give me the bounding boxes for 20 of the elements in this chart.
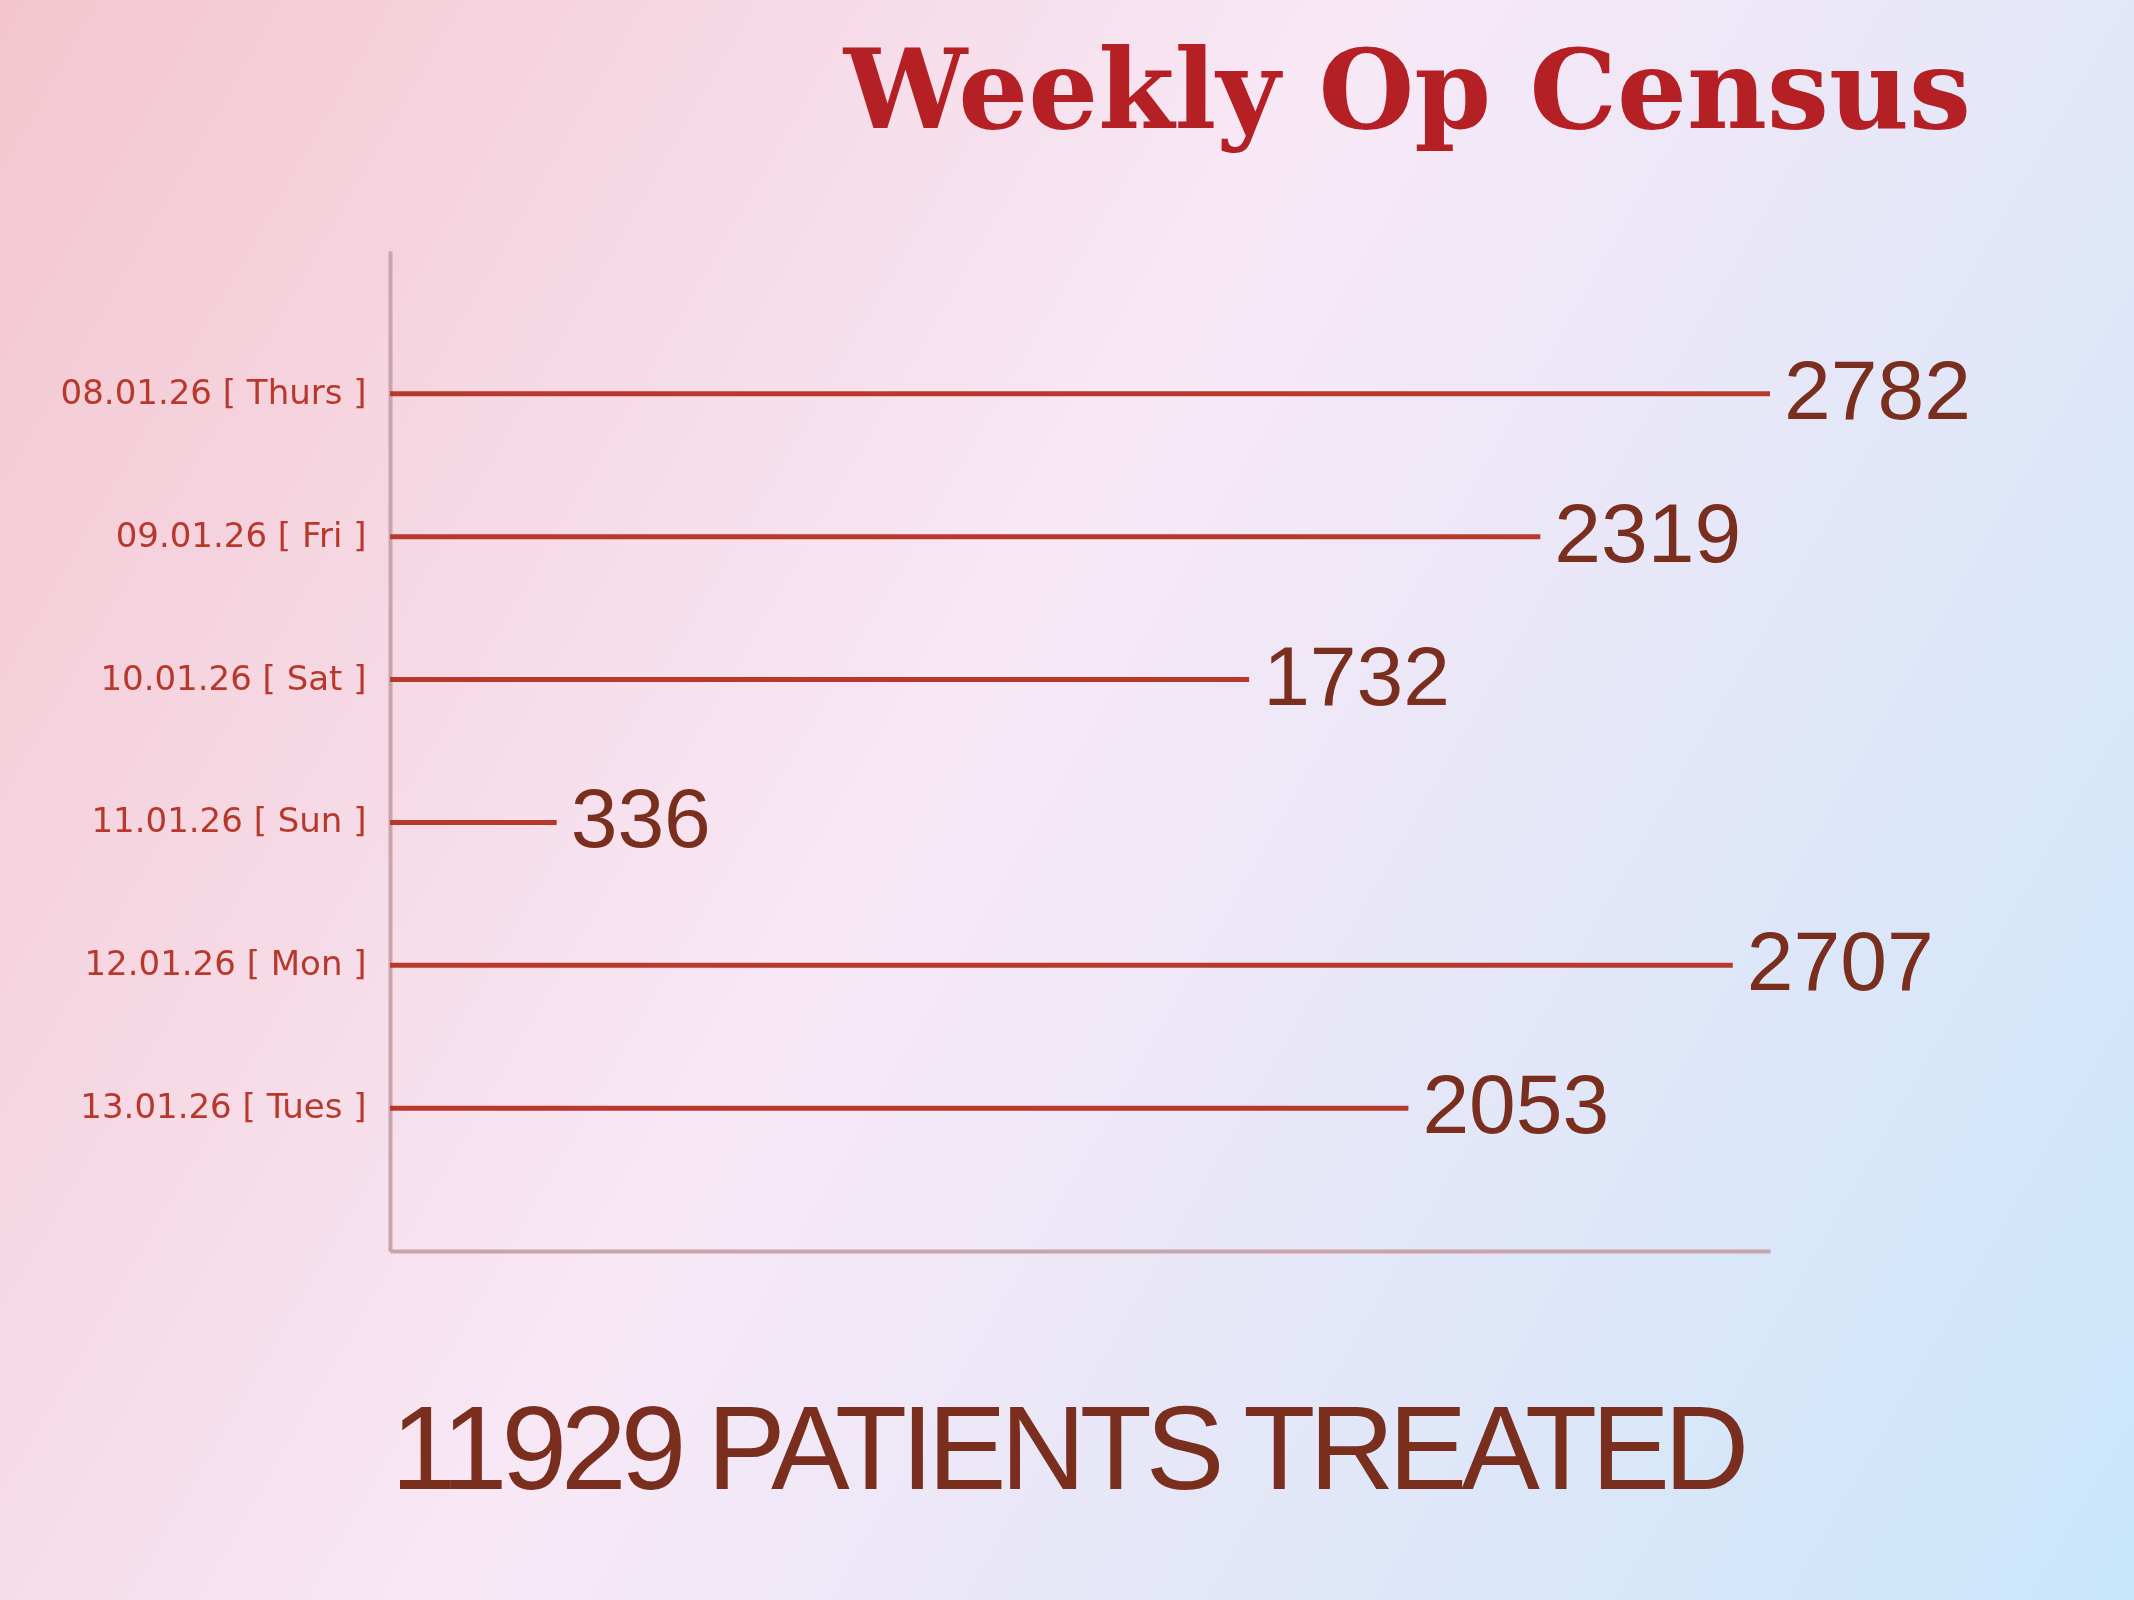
- bar: [390, 819, 557, 825]
- bar: [390, 391, 1770, 397]
- data-label: 336: [570, 771, 711, 866]
- data-label: 2782: [1784, 342, 1971, 437]
- data-label: 2053: [1422, 1057, 1610, 1152]
- y-tick-label: 09.01.26 [ Fri ]: [115, 514, 367, 555]
- chart-title: Weekly Op Census: [842, 25, 1971, 154]
- y-tick-label: 11.01.26 [ Sun ]: [91, 800, 367, 841]
- bar: [390, 677, 1250, 683]
- data-label: 2707: [1746, 914, 1934, 1009]
- data-label: 1732: [1263, 628, 1451, 723]
- y-tick-label: 10.01.26 [ Sat ]: [100, 657, 367, 698]
- y-tick-label: 12.01.26 [ Mon ]: [84, 943, 367, 984]
- y-tick-label: 08.01.26 [ Thurs ]: [60, 371, 367, 412]
- bar: [390, 1105, 1409, 1111]
- bar: [390, 534, 1541, 540]
- bar: [390, 962, 1733, 968]
- text: 11929 PATIENTS TREATED: [389, 1381, 1745, 1516]
- data-label: 2319: [1554, 485, 1742, 580]
- y-tick-label: 13.01.26 [ Tues ]: [80, 1086, 367, 1127]
